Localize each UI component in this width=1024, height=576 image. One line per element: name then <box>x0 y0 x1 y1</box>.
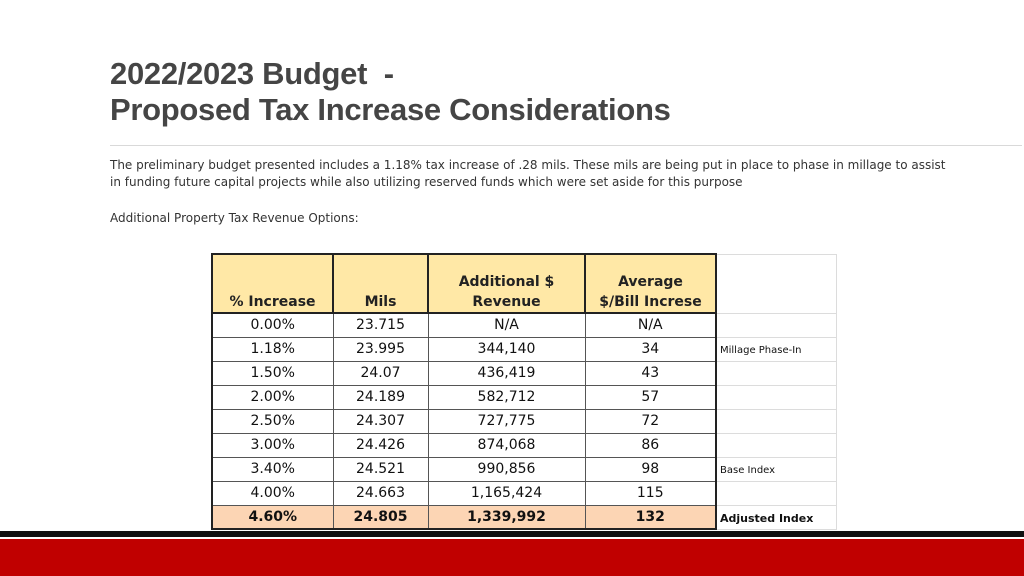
table-row: 1.18% 23.995 344,140 34 Millage Phase-In <box>211 336 837 362</box>
cell-increase: 3.40% <box>211 456 334 482</box>
cell-note <box>715 384 837 410</box>
cell-increase: 2.50% <box>211 408 334 434</box>
header-note <box>715 253 837 314</box>
cell-revenue: 344,140 <box>427 336 586 362</box>
cell-revenue: 436,419 <box>427 360 586 386</box>
cell-revenue: 1,165,424 <box>427 480 586 506</box>
header-bill: Average $/Bill Increse <box>584 253 717 314</box>
cell-increase: 2.00% <box>211 384 334 410</box>
cell-bill: N/A <box>584 312 717 338</box>
header-mils: Mils <box>332 253 429 314</box>
table-header-row: % Increase Mils Additional $ Revenue Ave… <box>211 253 837 314</box>
cell-increase: 3.00% <box>211 432 334 458</box>
cell-mils: 24.663 <box>332 480 429 506</box>
header-bill-line2: $/Bill Increse <box>599 294 702 310</box>
cell-increase: 1.50% <box>211 360 334 386</box>
slide-title: 2022/2023 Budget - Proposed Tax Increase… <box>110 56 671 128</box>
cell-revenue: 874,068 <box>427 432 586 458</box>
cell-note <box>715 312 837 338</box>
header-revenue-line1: Additional $ <box>458 274 555 290</box>
cell-note: Adjusted Index <box>715 504 837 530</box>
slide-title-line2: Proposed Tax Increase Considerations <box>110 92 671 127</box>
cell-bill: 132 <box>584 504 717 530</box>
cell-note <box>715 360 837 386</box>
cell-revenue: 582,712 <box>427 384 586 410</box>
cell-increase: 0.00% <box>211 312 334 338</box>
cell-mils: 24.307 <box>332 408 429 434</box>
table-row: 2.50% 24.307 727,775 72 <box>211 408 837 434</box>
title-divider <box>110 145 1022 146</box>
slide-title-line1: 2022/2023 Budget - <box>110 56 394 91</box>
header-increase: % Increase <box>211 253 334 314</box>
cell-mils: 24.521 <box>332 456 429 482</box>
cell-note: Base Index <box>715 456 837 482</box>
cell-mils: 23.995 <box>332 336 429 362</box>
footer-dark-bar <box>0 531 1024 537</box>
cell-bill: 86 <box>584 432 717 458</box>
footer-red-bar <box>0 539 1024 576</box>
table-row: 2.00% 24.189 582,712 57 <box>211 384 837 410</box>
tax-options-table: % Increase Mils Additional $ Revenue Ave… <box>211 253 837 530</box>
cell-revenue: 727,775 <box>427 408 586 434</box>
cell-bill: 43 <box>584 360 717 386</box>
cell-note <box>715 480 837 506</box>
cell-mils: 24.426 <box>332 432 429 458</box>
cell-bill: 57 <box>584 384 717 410</box>
table-row: 3.40% 24.521 990,856 98 Base Index <box>211 456 837 482</box>
cell-note: Millage Phase-In <box>715 336 837 362</box>
cell-bill: 72 <box>584 408 717 434</box>
intro-paragraph: The preliminary budget presented include… <box>110 158 946 189</box>
cell-bill: 115 <box>584 480 717 506</box>
cell-mils: 24.07 <box>332 360 429 386</box>
cell-note <box>715 408 837 434</box>
table-row: 3.00% 24.426 874,068 86 <box>211 432 837 458</box>
table-row-highlighted: 4.60% 24.805 1,339,992 132 Adjusted Inde… <box>211 504 837 530</box>
table-row: 1.50% 24.07 436,419 43 <box>211 360 837 386</box>
cell-increase: 4.00% <box>211 480 334 506</box>
cell-mils: 24.189 <box>332 384 429 410</box>
cell-mils: 23.715 <box>332 312 429 338</box>
table-row: 4.00% 24.663 1,165,424 115 <box>211 480 837 506</box>
options-label: Additional Property Tax Revenue Options: <box>110 211 359 225</box>
cell-note <box>715 432 837 458</box>
cell-bill: 34 <box>584 336 717 362</box>
cell-increase: 1.18% <box>211 336 334 362</box>
header-bill-line1: Average <box>618 274 683 290</box>
cell-mils: 24.805 <box>332 504 429 530</box>
header-revenue-line2: Revenue <box>472 294 541 310</box>
cell-revenue: 990,856 <box>427 456 586 482</box>
cell-revenue: 1,339,992 <box>427 504 586 530</box>
cell-revenue: N/A <box>427 312 586 338</box>
cell-bill: 98 <box>584 456 717 482</box>
cell-increase: 4.60% <box>211 504 334 530</box>
header-revenue: Additional $ Revenue <box>427 253 586 314</box>
table-row: 0.00% 23.715 N/A N/A <box>211 312 837 338</box>
